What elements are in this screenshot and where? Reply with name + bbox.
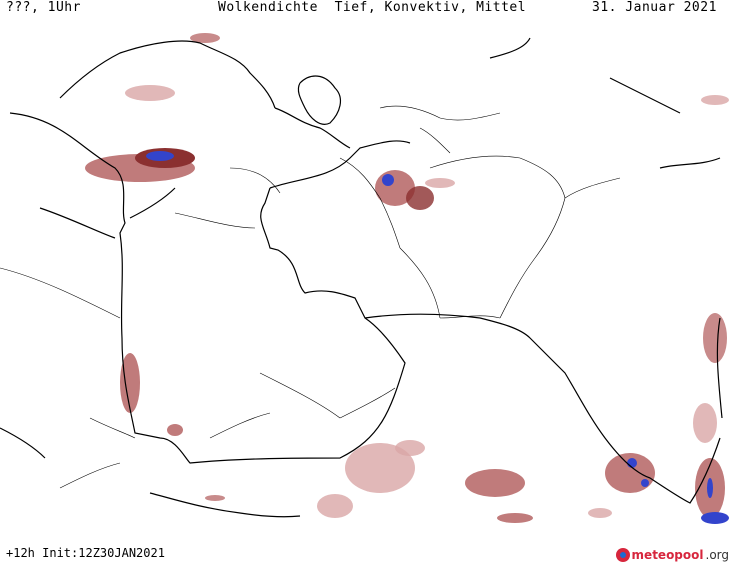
logo-brand: meteopool bbox=[631, 548, 704, 562]
valid-date: 31. Januar 2021 bbox=[592, 0, 717, 15]
weather-map bbox=[0, 33, 729, 524]
meteopool-logo[interactable]: meteopool .org bbox=[615, 548, 730, 562]
meteopool-logo-icon bbox=[615, 548, 630, 562]
cloud-layer bbox=[85, 33, 729, 524]
border-layer bbox=[0, 105, 621, 489]
map-title: Wolkendichte Tief, Konvektiv, Mittel bbox=[218, 0, 527, 15]
model-run-info: +12h Init:12Z30JAN2021 bbox=[6, 546, 165, 560]
coastline-layer bbox=[0, 37, 723, 518]
logo-suffix: .org bbox=[705, 548, 730, 562]
region-label: ???, 1Uhr bbox=[6, 0, 81, 15]
